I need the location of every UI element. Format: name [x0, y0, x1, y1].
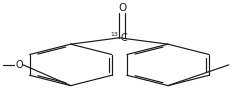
- Text: O: O: [15, 60, 23, 70]
- Text: 13: 13: [110, 31, 118, 36]
- Text: O: O: [118, 3, 126, 13]
- Text: C: C: [121, 33, 127, 43]
